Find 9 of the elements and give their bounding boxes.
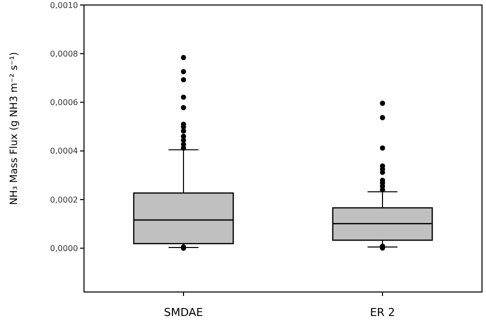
x-tick-label: SMDAE xyxy=(164,306,204,319)
y-tick-label: 0,0006 xyxy=(50,98,78,108)
y-tick-label: 0,0000 xyxy=(50,244,78,254)
x-tick-label: ER 2 xyxy=(370,306,396,319)
y-tick-label: 0,0004 xyxy=(50,146,78,156)
y-tick-label: 0,0008 xyxy=(50,49,78,58)
y-tick-label: 0,0010 xyxy=(50,0,78,10)
y-tick-label: 0,0002 xyxy=(50,195,78,204)
y-axis-title: NH₃ Mass Flux (g NH3 m⁻² s⁻¹) xyxy=(9,52,20,206)
